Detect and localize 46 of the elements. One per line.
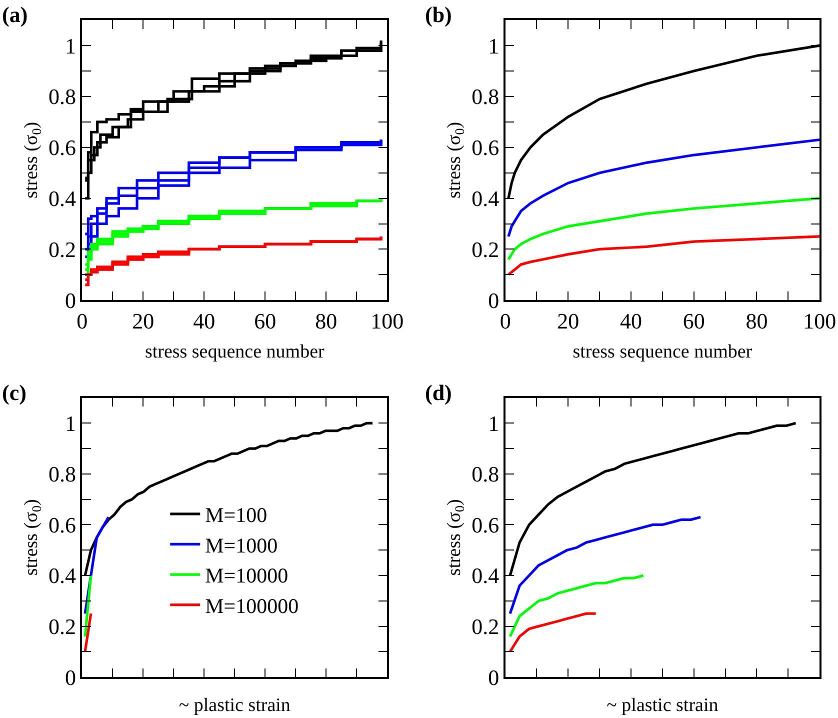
x-tick-label: 80 (746, 308, 768, 334)
x-tick-label: 20 (557, 308, 580, 334)
chart-title: (b) (425, 2, 452, 27)
y-tick-label: 1 (488, 33, 500, 58)
y-tick-label: 0 (64, 664, 76, 690)
x-tick-label: 20 (132, 308, 154, 334)
y-tick-label: 0.6 (472, 512, 500, 538)
y-tick-label: 0.8 (472, 84, 500, 110)
y-tick-label: 0.4 (48, 186, 76, 211)
x-tick-label: 100 (803, 308, 836, 334)
x-tick-label: 100 (370, 308, 404, 334)
y-tick-label: 0.4 (472, 563, 500, 588)
chart-title: (a) (2, 2, 28, 27)
legend-label: M=10000 (205, 564, 288, 588)
y-tick-label: 1 (64, 410, 76, 436)
y-tick-label: 0.6 (48, 512, 76, 538)
y-tick-label: 0.8 (48, 84, 76, 110)
y-tick-label: 0.8 (472, 462, 500, 487)
y-tick-label: 1 (488, 410, 500, 436)
y-tick-label: 0.2 (48, 236, 76, 262)
x-tick-label: 40 (193, 308, 216, 334)
y-tick-label: 0.4 (472, 186, 500, 211)
chart-title: (d) (425, 380, 452, 405)
chart-title: (c) (2, 380, 26, 405)
y-tick-label: 0.2 (48, 614, 76, 639)
y-tick-label: 0 (488, 664, 500, 690)
legend-label: M=100000 (205, 594, 299, 618)
x-tick-label: 80 (315, 308, 338, 334)
x-tick-label: 60 (682, 308, 705, 334)
y-tick-label: 0 (488, 288, 500, 313)
y-tick-label: 0.6 (48, 135, 76, 160)
y-tick-label: 0 (64, 288, 76, 313)
x-tick-label: 40 (620, 308, 642, 334)
y-tick-label: 0.2 (472, 236, 500, 262)
y-tick-label: 0.6 (472, 135, 500, 160)
x-axis-title: stress sequence number (144, 342, 326, 363)
x-axis-title: ~ plastic strain (606, 695, 719, 716)
y-tick-label: 0.2 (472, 614, 500, 639)
legend-label: M=100 (205, 503, 268, 528)
legend-label: M=1000 (205, 533, 278, 558)
y-tick-label: 0.8 (48, 462, 76, 487)
x-axis-title: ~ plastic strain (178, 695, 291, 716)
x-axis-title: stress sequence number (572, 342, 753, 363)
x-tick-label: 60 (254, 308, 276, 334)
y-tick-label: 0.4 (48, 563, 76, 588)
y-tick-label: 1 (64, 33, 76, 58)
